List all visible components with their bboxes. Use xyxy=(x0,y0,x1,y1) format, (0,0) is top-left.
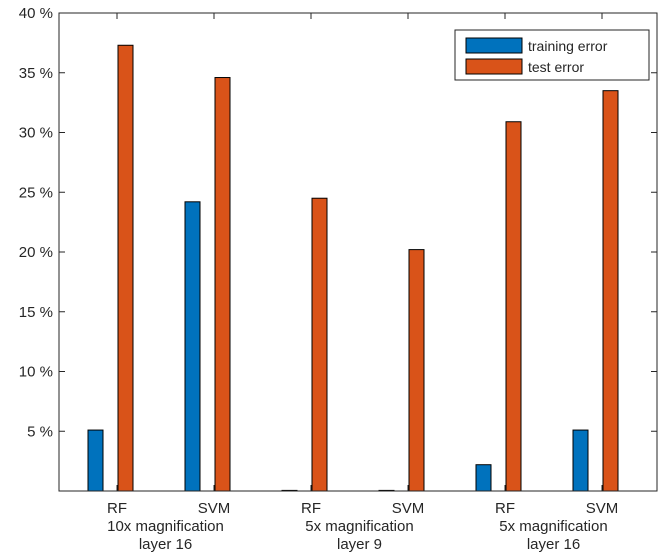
y-tick-label-1: 10 % xyxy=(19,364,53,381)
bar-training-4 xyxy=(475,464,492,492)
x-tick-label-1: SVM xyxy=(198,500,231,517)
bar-test-0 xyxy=(117,44,134,492)
legend-label-0: training error xyxy=(528,38,608,54)
x-tick-label-3: SVM xyxy=(392,500,425,517)
bar-test-3 xyxy=(408,249,425,492)
y-tick-label-2: 15 % xyxy=(19,304,53,321)
group-label-line1-1: 5x magnification xyxy=(305,518,413,535)
x-tick-label-5: SVM xyxy=(586,500,619,517)
y-tick-label-6: 35 % xyxy=(19,65,53,82)
legend-label-1: test error xyxy=(528,59,584,75)
y-tick-label-4: 25 % xyxy=(19,184,53,201)
group-label-line2-1: layer 9 xyxy=(337,536,382,553)
group-label-line2-2: layer 16 xyxy=(527,536,580,553)
group-label-line1-0: 10x magnification xyxy=(107,518,224,535)
bar-test-2 xyxy=(311,197,328,492)
x-tick-label-4: RF xyxy=(495,500,515,517)
group-label-line1-2: 5x magnification xyxy=(499,518,607,535)
bar-training-5 xyxy=(572,429,589,492)
y-tick-label-3: 20 % xyxy=(19,244,53,261)
x-tick-label-0: RF xyxy=(107,500,127,517)
legend-swatch-1 xyxy=(465,58,523,75)
bar-test-1 xyxy=(214,77,231,492)
y-tick-label-5: 30 % xyxy=(19,125,53,142)
legend-swatch-0 xyxy=(465,37,523,54)
x-tick-label-2: RF xyxy=(301,500,321,517)
y-tick-label-0: 5 % xyxy=(27,423,53,440)
y-tick-label-7: 40 % xyxy=(19,5,53,22)
plot-frame xyxy=(58,12,658,492)
group-label-line2-0: layer 16 xyxy=(139,536,192,553)
bar-test-4 xyxy=(505,121,522,492)
plot-area xyxy=(59,13,657,491)
legend: training error test error xyxy=(454,29,650,81)
ticks-layer: 5 % 10 % 15 % 20 % 25 % 30 % 35 % 40 % xyxy=(19,5,657,440)
bar-test-5 xyxy=(602,90,619,492)
bar-training-0 xyxy=(87,429,104,492)
bar-training-1 xyxy=(184,201,201,492)
bars-layer xyxy=(87,44,619,492)
